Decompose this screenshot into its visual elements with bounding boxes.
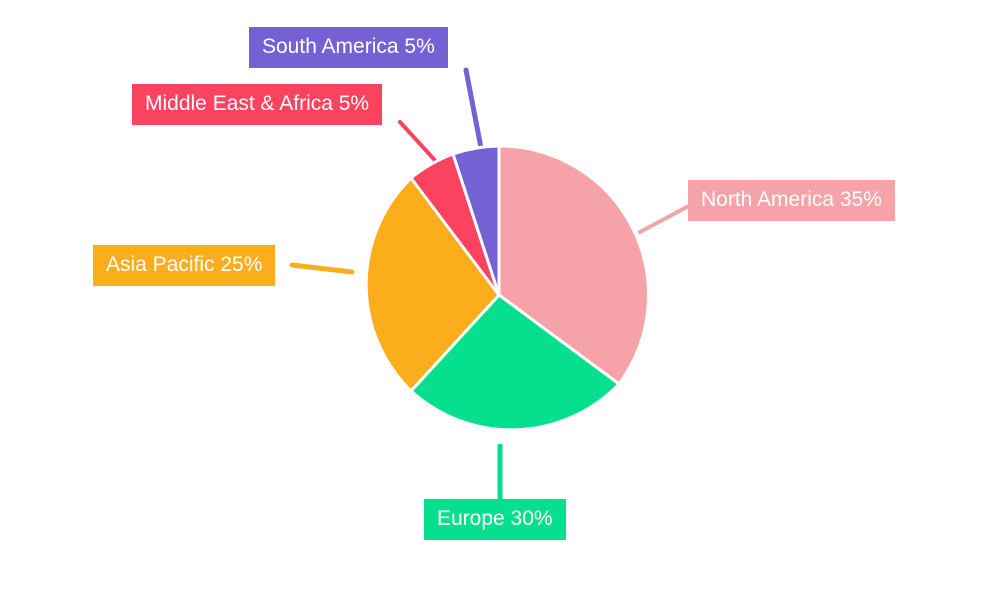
- leader-line-asia-pacific: [289, 262, 355, 275]
- pie-label-asia-pacific[interactable]: Asia Pacific 25%: [93, 245, 276, 286]
- pie-slices: [364, 144, 650, 432]
- pie-slice-south-america[interactable]: [451, 144, 501, 297]
- pie-slice-asia-pacific[interactable]: [364, 176, 501, 393]
- pie-label-middle-east-africa[interactable]: Middle East & Africa 5%: [132, 84, 383, 125]
- leader-line-south-america: [463, 67, 485, 156]
- leader-line-middle-east-africa: [398, 120, 444, 170]
- pie-label-south-america[interactable]: South America 5%: [249, 27, 448, 68]
- pie-slice-north-america[interactable]: [497, 144, 650, 386]
- pie-label-europe[interactable]: Europe 30%: [424, 499, 566, 540]
- pie-slice-europe[interactable]: [409, 293, 621, 432]
- pie-label-north-america[interactable]: North America 35%: [688, 180, 895, 221]
